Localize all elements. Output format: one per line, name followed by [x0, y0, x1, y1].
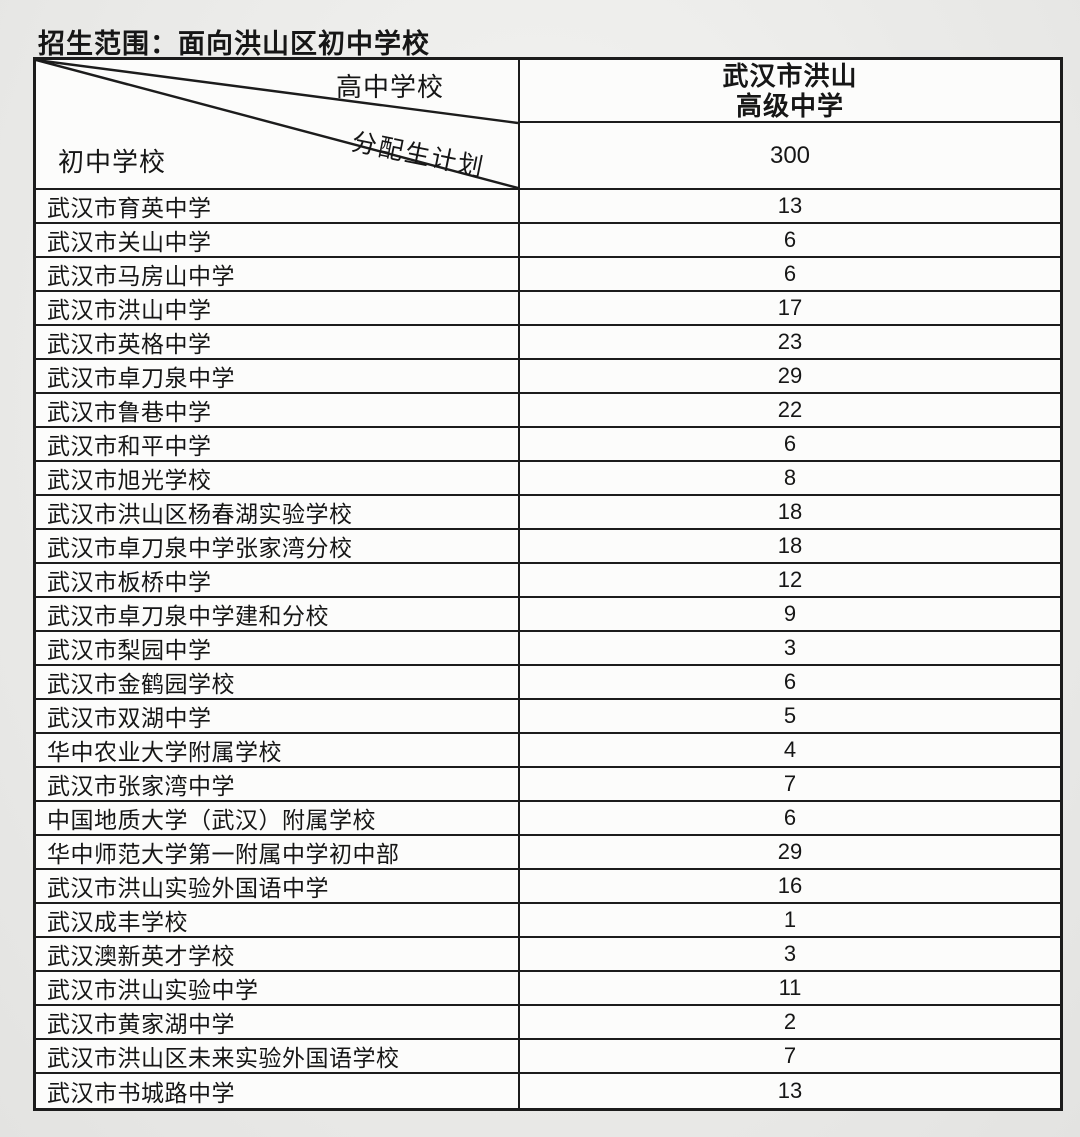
school-name-cell: 武汉市黄家湖中学 — [36, 1006, 520, 1038]
table-row: 武汉市马房山中学 6 — [36, 258, 1060, 292]
school-name-cell: 武汉市板桥中学 — [36, 564, 520, 596]
plan-value-cell: 6 — [783, 805, 797, 830]
plan-value-cell: 11 — [778, 975, 802, 1000]
plan-value-cell: 9 — [783, 601, 797, 626]
plan-value-cell: 4 — [783, 737, 797, 762]
high-school-name-cell: 武汉市洪山 高级中学 — [520, 60, 1060, 123]
table-row: 武汉市鲁巷中学 22 — [36, 394, 1060, 428]
table-row: 武汉市双湖中学 5 — [36, 700, 1060, 734]
table-header: 高中学校 分配生计划 初中学校 武汉市洪山 高级中学 300 — [36, 60, 1060, 190]
table-row: 武汉市英格中学 23 — [36, 326, 1060, 360]
school-name-cell: 武汉市英格中学 — [36, 326, 520, 358]
table-row: 武汉市卓刀泉中学 29 — [36, 360, 1060, 394]
plan-value-cell: 7 — [783, 771, 797, 796]
school-name-cell: 武汉市卓刀泉中学建和分校 — [36, 598, 520, 630]
table-row: 武汉市卓刀泉中学张家湾分校 18 — [36, 530, 1060, 564]
plan-value-cell: 16 — [777, 873, 803, 898]
table-row: 武汉市洪山区未来实验外国语学校 7 — [36, 1040, 1060, 1074]
school-name-cell: 武汉市洪山区未来实验外国语学校 — [36, 1040, 520, 1072]
table-row: 华中师范大学第一附属中学初中部 29 — [36, 836, 1060, 870]
table-row: 武汉澳新英才学校 3 — [36, 938, 1060, 972]
plan-value-cell: 1 — [783, 907, 797, 932]
school-name-cell: 武汉市育英中学 — [36, 190, 520, 222]
total-plan-cell: 300 — [769, 141, 811, 169]
table-row: 武汉市育英中学 13 — [36, 190, 1060, 224]
allocation-table: 高中学校 分配生计划 初中学校 武汉市洪山 高级中学 300 武汉市育英中学 1… — [33, 57, 1063, 1111]
table-row: 武汉市金鹤园学校 6 — [36, 666, 1060, 700]
plan-value-cell: 29 — [777, 363, 803, 388]
school-name-cell: 武汉成丰学校 — [36, 904, 520, 936]
high-school-column-header: 武汉市洪山 高级中学 300 — [520, 60, 1060, 188]
plan-value-cell: 3 — [783, 941, 797, 966]
school-name-cell: 武汉市卓刀泉中学 — [36, 360, 520, 392]
school-name-cell: 武汉澳新英才学校 — [36, 938, 520, 970]
table-row: 武汉市卓刀泉中学建和分校 9 — [36, 598, 1060, 632]
plan-value-cell: 2 — [783, 1009, 797, 1034]
table-row: 武汉市洪山实验中学 11 — [36, 972, 1060, 1006]
plan-value-cell: 17 — [777, 295, 803, 320]
table-row: 武汉市旭光学校 8 — [36, 462, 1060, 496]
plan-value-cell: 18 — [777, 533, 803, 558]
school-name-cell: 武汉市和平中学 — [36, 428, 520, 460]
table-body: 武汉市育英中学 13 武汉市关山中学 6 武汉市马房山中学 6 武汉市洪山中学 … — [36, 190, 1060, 1108]
school-name-cell: 武汉市梨园中学 — [36, 632, 520, 664]
school-name-cell: 华中农业大学附属学校 — [36, 734, 520, 766]
plan-value-cell: 5 — [783, 703, 797, 728]
school-name-cell: 中国地质大学（武汉）附属学校 — [36, 802, 520, 834]
table-row: 武汉市洪山中学 17 — [36, 292, 1060, 326]
plan-value-cell: 22 — [777, 397, 803, 422]
school-name-cell: 武汉市马房山中学 — [36, 258, 520, 290]
plan-value-cell: 12 — [777, 567, 803, 592]
plan-value-cell: 29 — [777, 839, 803, 864]
table-row: 武汉成丰学校 1 — [36, 904, 1060, 938]
school-name-cell: 武汉市卓刀泉中学张家湾分校 — [36, 530, 520, 562]
high-school-name-line1: 武汉市洪山 — [722, 60, 858, 91]
table-row: 武汉市和平中学 6 — [36, 428, 1060, 462]
school-name-cell: 武汉市洪山中学 — [36, 292, 520, 324]
table-row: 武汉市张家湾中学 7 — [36, 768, 1060, 802]
plan-value-cell: 13 — [777, 193, 803, 218]
plan-value-cell: 13 — [777, 1078, 803, 1103]
school-name-cell: 武汉市旭光学校 — [36, 462, 520, 494]
school-name-cell: 武汉市双湖中学 — [36, 700, 520, 732]
table-row: 华中农业大学附属学校 4 — [36, 734, 1060, 768]
plan-value-cell: 23 — [777, 329, 803, 354]
school-name-cell: 华中师范大学第一附属中学初中部 — [36, 836, 520, 868]
school-name-cell: 武汉市洪山实验中学 — [36, 972, 520, 1004]
diagonal-split-lines — [36, 60, 518, 188]
enrollment-scope-title: 招生范围：面向洪山区初中学校 — [38, 29, 430, 59]
plan-value-cell: 8 — [783, 465, 797, 490]
plan-value-cell: 18 — [777, 499, 803, 524]
corner-label-high-school: 高中学校 — [336, 72, 445, 102]
plan-value-cell: 6 — [783, 431, 797, 456]
table-row: 武汉市书城路中学 13 — [36, 1074, 1060, 1108]
school-name-cell: 武汉市洪山实验外国语中学 — [36, 870, 520, 902]
school-name-cell: 武汉市张家湾中学 — [36, 768, 520, 800]
diagonal-corner-cell: 高中学校 分配生计划 初中学校 — [36, 60, 520, 188]
table-row: 武汉市洪山实验外国语中学 16 — [36, 870, 1060, 904]
plan-value-cell: 6 — [783, 261, 797, 286]
school-name-cell: 武汉市关山中学 — [36, 224, 520, 256]
plan-value-cell: 3 — [783, 635, 797, 660]
plan-value-cell: 6 — [783, 227, 797, 252]
corner-label-middle-school: 初中学校 — [58, 147, 167, 177]
table-row: 武汉市关山中学 6 — [36, 224, 1060, 258]
plan-value-cell: 6 — [783, 669, 797, 694]
table-row: 武汉市黄家湖中学 2 — [36, 1006, 1060, 1040]
school-name-cell: 武汉市洪山区杨春湖实验学校 — [36, 496, 520, 528]
school-name-cell: 武汉市金鹤园学校 — [36, 666, 520, 698]
table-row: 中国地质大学（武汉）附属学校 6 — [36, 802, 1060, 836]
high-school-name-line2: 高级中学 — [735, 90, 844, 121]
table-row: 武汉市洪山区杨春湖实验学校 18 — [36, 496, 1060, 530]
plan-value-cell: 7 — [783, 1043, 797, 1068]
school-name-cell: 武汉市鲁巷中学 — [36, 394, 520, 426]
table-row: 武汉市梨园中学 3 — [36, 632, 1060, 666]
school-name-cell: 武汉市书城路中学 — [36, 1074, 520, 1108]
table-row: 武汉市板桥中学 12 — [36, 564, 1060, 598]
